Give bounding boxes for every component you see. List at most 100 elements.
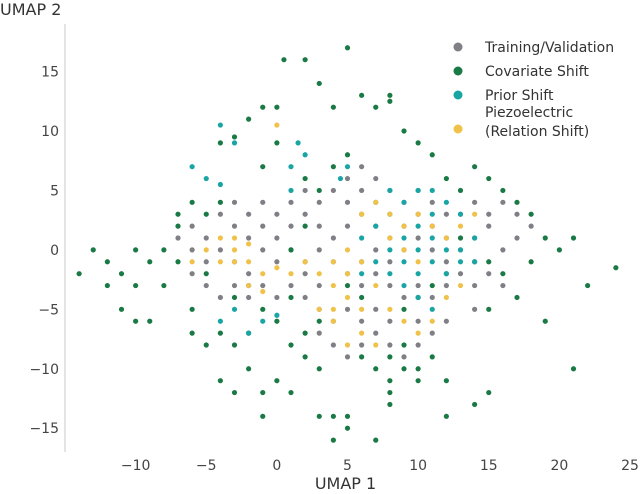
y-tick-labels: −15 −10 −5 0 5 10 15 (29, 65, 59, 438)
data-point (528, 211, 534, 217)
data-point (415, 294, 421, 301)
data-point (443, 247, 449, 253)
data-point (373, 437, 379, 443)
data-point (288, 389, 294, 396)
data-point (344, 282, 351, 289)
x-tick-label: 10 (409, 458, 427, 474)
data-point (373, 247, 379, 253)
data-point (274, 104, 280, 110)
data-point (429, 354, 435, 360)
data-point (246, 294, 252, 301)
data-point (542, 318, 548, 324)
data-point (528, 223, 534, 229)
data-point (302, 271, 308, 277)
data-point (443, 259, 449, 265)
data-point (231, 235, 238, 241)
data-point (401, 235, 407, 241)
x-tick-label: 0 (272, 458, 281, 474)
data-point (161, 247, 167, 253)
data-point (246, 241, 252, 247)
data-point (330, 235, 336, 241)
data-point (302, 211, 308, 217)
legend-label-piezoelectric: Piezoelectric (485, 105, 573, 121)
data-point (500, 187, 506, 194)
data-point (118, 271, 125, 277)
data-point (316, 223, 322, 229)
data-point (260, 271, 266, 277)
data-point (415, 366, 421, 372)
data-point (373, 342, 379, 348)
data-point (175, 235, 181, 241)
data-point (401, 128, 407, 134)
data-point (429, 247, 435, 253)
data-point (288, 199, 294, 205)
data-point (486, 223, 492, 229)
data-point (203, 247, 209, 253)
data-point (316, 187, 322, 194)
data-point (203, 271, 209, 277)
data-point (486, 259, 492, 265)
data-point (359, 164, 365, 170)
data-point (231, 389, 238, 396)
x-tick-label: 5 (343, 458, 352, 474)
data-point (316, 199, 322, 205)
data-point (373, 330, 379, 336)
data-point (344, 45, 351, 51)
data-point (472, 259, 478, 265)
data-point (288, 271, 294, 277)
data-point (302, 57, 308, 63)
data-point (387, 235, 393, 241)
data-point (316, 413, 322, 419)
data-point (274, 312, 280, 318)
data-point (429, 235, 435, 241)
data-point (231, 223, 238, 229)
data-point (288, 187, 294, 194)
data-point (246, 282, 252, 289)
data-point (175, 259, 181, 265)
data-point (344, 413, 351, 419)
data-point (302, 354, 308, 360)
points-layer (76, 45, 619, 443)
data-point (415, 378, 421, 384)
data-point (472, 401, 478, 408)
data-point (281, 57, 287, 63)
legend-marker-prior (453, 90, 463, 100)
data-point (330, 413, 336, 419)
data-point (373, 271, 379, 277)
data-point (429, 306, 435, 312)
data-point (217, 378, 223, 384)
data-point (217, 211, 223, 217)
data-point (443, 282, 449, 289)
data-point (302, 294, 308, 301)
data-point (472, 199, 478, 205)
data-point (175, 223, 181, 229)
data-point (231, 140, 238, 146)
data-point (288, 164, 294, 170)
data-point (260, 413, 266, 419)
data-point (514, 294, 520, 301)
data-point (274, 259, 280, 265)
data-point (274, 122, 280, 128)
data-point (203, 259, 209, 265)
data-point (429, 330, 435, 336)
series-piezoelectric-relation-shift (189, 122, 478, 348)
legend-marker-piezoelectric (453, 124, 463, 134)
data-point (316, 318, 322, 324)
data-point (246, 235, 252, 241)
data-point (161, 282, 167, 289)
data-point (401, 294, 407, 301)
data-point (401, 223, 407, 229)
data-point (415, 211, 421, 217)
data-point (217, 318, 223, 324)
data-point (330, 282, 336, 289)
data-point (260, 199, 266, 205)
data-point (429, 294, 435, 301)
data-point (585, 282, 591, 289)
data-point (288, 223, 294, 229)
data-point (274, 318, 280, 324)
data-point (373, 199, 379, 205)
y-tick-label: −10 (29, 362, 59, 378)
data-point (387, 247, 393, 253)
data-point (457, 247, 464, 253)
